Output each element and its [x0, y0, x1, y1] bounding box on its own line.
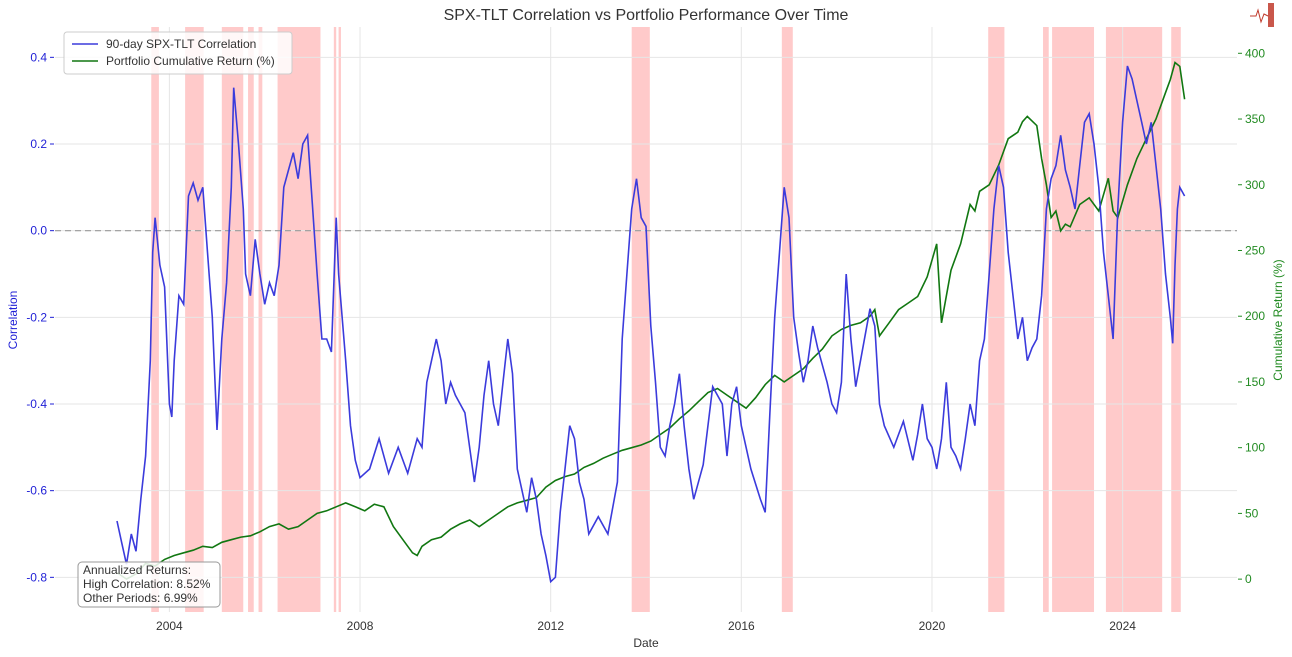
y-right-tick-label: 100: [1245, 441, 1265, 455]
x-tick-label: 2004: [156, 619, 183, 633]
y-left-tick-label: 0.2: [30, 137, 47, 151]
y-right-tick-label: 0: [1245, 572, 1252, 586]
y-right-tick-label: 350: [1245, 112, 1265, 126]
y-right-tick-label: 250: [1245, 243, 1265, 257]
shaded-period: [185, 27, 204, 612]
shaded-period: [988, 27, 1005, 612]
annotation-line-2: High Correlation: 8.52%: [83, 577, 211, 591]
y-left-tick-label: -0.2: [26, 310, 47, 324]
y-left-axis-label: Correlation: [6, 291, 20, 350]
annotation: Annualized Returns: High Correlation: 8.…: [77, 561, 221, 608]
y-left-tick-label: -0.4: [26, 397, 47, 411]
shaded-period: [338, 27, 341, 612]
annotation-box: [77, 561, 221, 608]
y-left-tick-label: -0.6: [26, 484, 47, 498]
shaded-period: [258, 27, 263, 612]
shaded-period: [248, 27, 254, 612]
shaded-period: [1043, 27, 1049, 612]
legend: 90-day SPX-TLT Correlation Portfolio Cum…: [63, 31, 293, 75]
logo-watermark: [1250, 3, 1274, 27]
annotation-line-1: Annualized Returns:: [83, 563, 191, 577]
shaded-period: [781, 27, 793, 612]
y-left-axis-ticks: 0.4 0.2 0.0 -0.2 -0.4 -0.6 -0.8: [26, 50, 54, 584]
series-correlation-line: [116, 65, 1186, 584]
y-right-tick-label: 400: [1245, 46, 1265, 60]
x-tick-label: 2020: [919, 619, 946, 633]
annotation-line-3: Other Periods: 6.99%: [83, 591, 198, 605]
shaded-period: [333, 27, 337, 612]
high-correlation-shading: [151, 27, 1181, 612]
x-tick-label: 2024: [1109, 619, 1136, 633]
shaded-period: [151, 27, 159, 612]
x-tick-label: 2016: [728, 619, 755, 633]
legend-label-correlation: 90-day SPX-TLT Correlation: [106, 37, 256, 51]
x-axis-label: Date: [633, 636, 659, 650]
shaded-period: [1171, 27, 1181, 612]
y-left-tick-label: 0.4: [30, 50, 47, 64]
shaded-period: [631, 27, 650, 612]
series-portfolio-return-line: [116, 61, 1186, 581]
x-axis-ticks: 2004 2008 2012 2016 2020 2024: [156, 619, 1136, 633]
legend-label-return: Portfolio Cumulative Return (%): [106, 54, 275, 68]
shaded-period: [221, 27, 244, 612]
y-right-axis-ticks: 400 350 300 250 200 150 100 50 0: [1238, 46, 1265, 586]
chart-title: SPX-TLT Correlation vs Portfolio Perform…: [444, 7, 849, 24]
shaded-period: [1052, 27, 1095, 612]
y-right-tick-label: 50: [1245, 506, 1259, 520]
shaded-period: [277, 27, 321, 612]
y-left-tick-label: -0.8: [26, 570, 47, 584]
x-tick-label: 2012: [537, 619, 564, 633]
y-right-axis-label: Cumulative Return (%): [1271, 259, 1285, 380]
y-left-tick-label: 0.0: [30, 224, 47, 238]
y-right-tick-label: 200: [1245, 309, 1265, 323]
legend-box: [63, 31, 293, 75]
y-right-tick-label: 150: [1245, 375, 1265, 389]
y-right-tick-label: 300: [1245, 178, 1265, 192]
x-tick-label: 2008: [347, 619, 374, 633]
